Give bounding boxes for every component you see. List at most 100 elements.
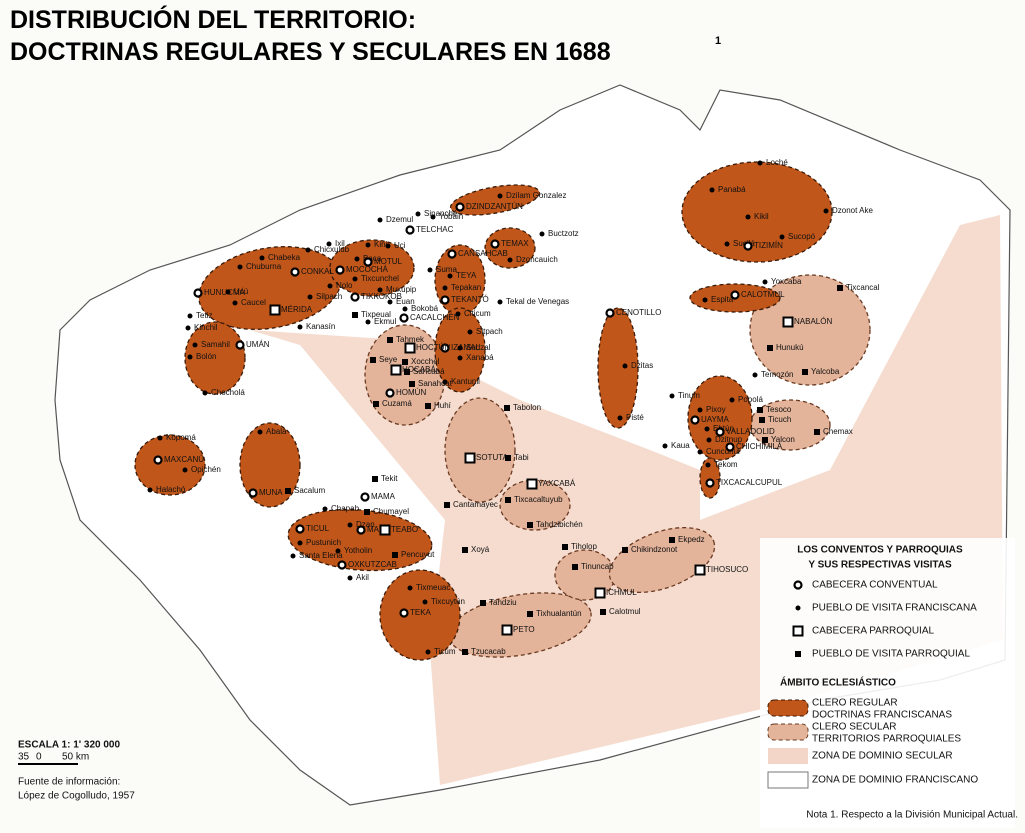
place-label: HUNUCMÁ — [204, 288, 246, 297]
place-label: TEABO — [391, 525, 418, 534]
marker-visita-franciscana — [157, 435, 163, 441]
marker-cabecera-conventual — [363, 257, 373, 267]
legend-label: PUEBLO DE VISITA PARROQUIAL — [812, 649, 970, 660]
marker-cabecera-conventual — [705, 478, 715, 488]
regular-doctrine — [699, 457, 721, 499]
place-label: Cuncunul — [706, 447, 740, 456]
marker-visita-franciscana — [467, 329, 473, 335]
place-label: Tekom — [714, 460, 738, 469]
marker-cabecera-conventual — [350, 292, 360, 302]
place-label: Sinanché — [424, 209, 458, 218]
marker-visita-franciscana — [457, 355, 463, 361]
place-label: Tekal de Venegas — [506, 297, 569, 306]
marker-visita-franciscana — [447, 273, 453, 279]
place-label: MAXCANÚ — [164, 455, 204, 464]
place-label: Pencuyut — [401, 550, 435, 559]
marker-visita-franciscana — [385, 243, 391, 249]
place-label: HOCABÁ — [402, 365, 436, 374]
marker-visita-franciscana — [365, 319, 371, 325]
marker-visita-franciscana — [745, 214, 751, 220]
place-label: TIZIMÍN — [754, 241, 783, 250]
marker-cabecera-conventual — [715, 427, 725, 437]
place-label: Panabá — [718, 185, 746, 194]
marker-cabecera-conventual — [405, 225, 415, 235]
marker-cabecera-conventual — [248, 488, 258, 498]
place-label: Dzonot Ake — [832, 206, 873, 215]
scale-tick: 0 — [36, 752, 42, 763]
place-label: TIHOSUCO — [706, 565, 748, 574]
place-label: MÉRIDA — [281, 305, 313, 314]
place-label: Dzilam Gonzalez — [506, 191, 566, 200]
marker-visita-franciscana — [455, 311, 461, 317]
place-label: Silpach — [316, 292, 342, 301]
place-label: SOTUTA — [476, 453, 509, 462]
place-label: Caucel — [241, 298, 266, 307]
marker-visita-franciscana — [617, 415, 623, 421]
source: López de Cogolludo, 1957 — [18, 791, 135, 802]
marker-visita-franciscana — [697, 407, 703, 413]
place-label: Loché — [766, 158, 788, 167]
marker-visita-franciscana — [327, 283, 333, 289]
marker-visita-franciscana — [752, 372, 758, 378]
marker-visita-parroquial — [527, 522, 533, 528]
place-label: Kaua — [671, 441, 690, 450]
place-label: Yotholin — [344, 546, 372, 555]
place-label: Chabeka — [268, 253, 301, 262]
marker-visita-franciscana — [202, 390, 208, 396]
place-label: TIXKOKOB — [361, 292, 402, 301]
place-label: Chicxulub — [314, 245, 350, 254]
place-label: Tixcunchel — [361, 274, 399, 283]
marker-visita-parroquial — [392, 552, 398, 558]
place-label: Temozón — [761, 370, 793, 379]
place-label: Bokobá — [411, 304, 439, 313]
marker-visita-franciscana — [704, 426, 710, 432]
regular-doctrine — [597, 307, 639, 429]
marker-visita-franciscana — [702, 297, 708, 303]
legend-label: CLERO SECULAR — [812, 722, 896, 733]
title-line: DISTRIBUCIÓN DEL TERRITORIO: — [10, 4, 416, 34]
marker-visita-parroquial — [373, 401, 379, 407]
marker-visita-franciscana — [225, 289, 231, 295]
place-label: Kopomá — [166, 433, 196, 442]
place-label: Kinchil — [194, 323, 218, 332]
place-label: Dzoncauich — [516, 255, 558, 264]
place-label: Ticuch — [768, 415, 791, 424]
place-label: Chikindzonot — [631, 545, 678, 554]
regular-doctrine — [681, 161, 833, 263]
marker-visita-franciscana — [823, 208, 829, 214]
marker-cabecera-conventual — [399, 608, 409, 618]
regular-doctrine — [449, 184, 541, 216]
marker-visita-franciscana — [709, 187, 715, 193]
place-label: Yalcon — [771, 435, 795, 444]
place-label: Espita — [711, 295, 734, 304]
place-label: Nolo — [336, 281, 353, 290]
place-label: Dzan — [356, 520, 375, 529]
marker-visita-parroquial — [425, 403, 431, 409]
place-label: Citicum — [464, 309, 491, 318]
marker-visita-parroquial — [757, 407, 763, 413]
marker-cabecera-conventual — [335, 265, 345, 275]
marker-visita-franciscana — [425, 649, 431, 655]
marker-cabecera-conventual — [725, 442, 735, 452]
marker-cabecera-conventual — [385, 388, 395, 398]
place-label: Tixpeual — [361, 310, 391, 319]
marker-cabecera-parroquial — [526, 478, 538, 490]
place-label: OXKUTZCAB — [348, 560, 397, 569]
marker-visita-parroquial — [762, 437, 768, 443]
place-label: Sudzal — [466, 343, 491, 352]
marker-visita-franciscana — [705, 462, 711, 468]
marker-visita-franciscana — [192, 342, 198, 348]
place-label: MOTUL — [374, 257, 403, 266]
legend-swatch — [767, 723, 809, 741]
place-label: Tixmeuac — [416, 583, 450, 592]
place-label: Xoyá — [471, 545, 490, 554]
place-label: Cuzamá — [382, 399, 412, 408]
marker-cabecera-conventual — [399, 313, 409, 323]
place-label: CENOTILLO — [616, 308, 661, 317]
place-label: Tepakan — [451, 283, 481, 292]
marker-cabecera-conventual — [793, 580, 803, 590]
place-label: Kanasín — [306, 322, 335, 331]
marker-visita-franciscana — [335, 548, 341, 554]
place-label: Kantunil — [451, 377, 480, 386]
marker-cabecera-parroquial — [269, 304, 281, 316]
